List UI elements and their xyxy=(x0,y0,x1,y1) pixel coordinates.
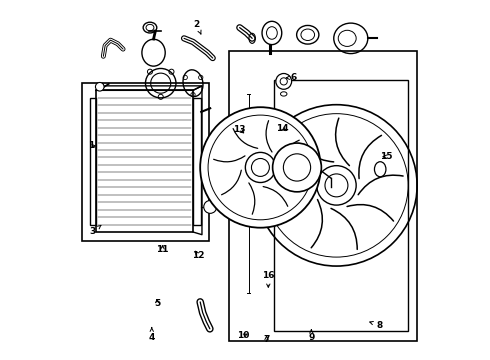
Circle shape xyxy=(317,166,356,205)
Text: 6: 6 xyxy=(286,73,296,82)
Text: 14: 14 xyxy=(276,123,289,132)
Text: 15: 15 xyxy=(380,152,393,161)
Circle shape xyxy=(204,201,217,213)
Ellipse shape xyxy=(374,162,386,177)
Text: 11: 11 xyxy=(156,246,169,255)
Text: 2: 2 xyxy=(194,19,201,34)
Circle shape xyxy=(272,143,321,192)
Text: 13: 13 xyxy=(233,125,246,134)
Bar xyxy=(90,98,96,225)
Bar xyxy=(274,80,408,330)
Text: 5: 5 xyxy=(154,299,160,308)
Text: 4: 4 xyxy=(148,328,155,342)
Text: 3: 3 xyxy=(90,225,101,237)
Text: 12: 12 xyxy=(192,251,205,260)
Bar xyxy=(193,98,201,225)
Circle shape xyxy=(276,73,292,89)
Circle shape xyxy=(96,82,104,91)
Bar xyxy=(96,90,193,232)
Text: 9: 9 xyxy=(308,330,315,342)
Text: 16: 16 xyxy=(262,270,274,287)
Text: 10: 10 xyxy=(237,332,249,341)
Text: 7: 7 xyxy=(263,335,270,344)
Text: 8: 8 xyxy=(370,321,383,330)
Bar xyxy=(82,83,209,241)
Circle shape xyxy=(200,107,320,228)
Bar xyxy=(229,51,417,341)
Text: 1: 1 xyxy=(88,141,95,150)
Circle shape xyxy=(245,152,275,183)
